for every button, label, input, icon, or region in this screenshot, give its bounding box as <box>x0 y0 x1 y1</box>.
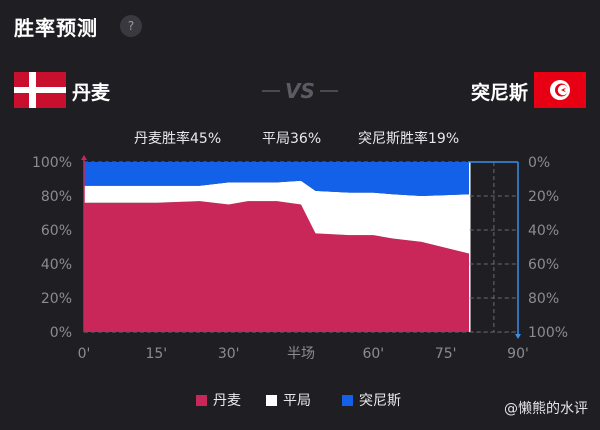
probability-row: 丹麦胜率45% 平局36% 突尼斯胜率19% <box>0 128 600 148</box>
legend-label-draw: 平局 <box>283 393 311 409</box>
left-axis-arrow <box>81 155 87 160</box>
x-tick-label: 75' <box>435 346 457 362</box>
legend-item-home: 丹麦 <box>196 390 241 410</box>
x-tick-label: 0' <box>78 346 91 362</box>
y-left-tick-label: 60% <box>41 223 72 239</box>
area-series-away <box>84 162 470 196</box>
home-team-name: 丹麦 <box>72 82 111 104</box>
tunisia-flag-icon <box>534 72 586 108</box>
legend-swatch-away <box>342 395 353 406</box>
legend-swatch-home <box>196 395 207 406</box>
y-left-tick-label: 0% <box>50 325 72 341</box>
denmark-flag-icon <box>14 72 66 108</box>
away-team-name: 突尼斯 <box>470 82 528 104</box>
win-probability-chart: 0% 20% 40% 60% 80% 100% 100% 80% 60% 40% 20% 0% 0' 15… <box>32 155 568 362</box>
legend-item-away: 突尼斯 <box>342 390 401 410</box>
page-title: 胜率预测 <box>14 16 98 40</box>
x-tick-label: 30' <box>218 346 240 362</box>
x-tick-label: 15' <box>145 346 167 362</box>
y-right-tick-label: 80% <box>528 291 559 307</box>
area-series-home <box>84 201 470 332</box>
y-right-tick-label: 40% <box>528 223 559 239</box>
y-left-tick-label: 100% <box>32 155 72 171</box>
vs-label: VS <box>285 79 315 103</box>
away-win-probability: 突尼斯胜率19% <box>358 131 460 147</box>
home-win-probability: 丹麦胜率45% <box>134 131 222 147</box>
y-right-tick-label: 60% <box>528 257 559 273</box>
draw-probability: 平局36% <box>262 131 322 147</box>
x-tick-label: 60' <box>362 346 384 362</box>
area-series-draw <box>84 180 470 254</box>
right-axis-arrow <box>515 334 521 339</box>
y-right-tick-label: 0% <box>528 155 550 171</box>
y-right-tick-label: 20% <box>528 189 559 205</box>
y-right-tick-label: 100% <box>528 325 568 341</box>
help-icon[interactable]: ? <box>120 15 142 37</box>
y-left-tick-label: 40% <box>41 257 72 273</box>
y-left-tick-label: 80% <box>41 189 72 205</box>
x-tick-label: 90' <box>507 346 529 362</box>
legend-swatch-draw <box>266 395 277 406</box>
legend-item-draw: 平局 <box>266 390 311 410</box>
y-left-tick-label: 20% <box>41 291 72 307</box>
watermark: @懒熊的水评 <box>504 401 588 417</box>
legend-label-away: 突尼斯 <box>359 393 401 409</box>
vs-icon: VS <box>262 79 338 103</box>
x-tick-label: 半场 <box>287 346 315 362</box>
legend-label-home: 丹麦 <box>213 393 241 409</box>
